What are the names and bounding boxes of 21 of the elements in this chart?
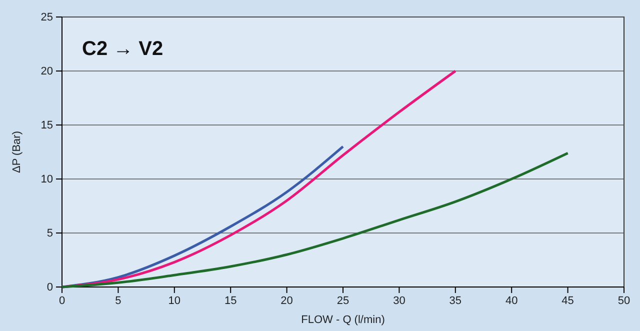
y-tick-label: 25: [40, 12, 53, 24]
y-tick-label: 10: [40, 174, 53, 186]
x-tick-label: 0: [58, 294, 66, 307]
x-tick-label: 10: [168, 294, 181, 307]
line-series: [60, 152, 570, 288]
x-tick-label: 45: [562, 294, 574, 307]
x-tick-label: 15: [224, 294, 237, 307]
y-tick-label: 20: [40, 66, 53, 78]
annotation: C2 → V2: [82, 38, 164, 60]
x-tick-label: 50: [618, 294, 630, 307]
y-tick-label: 5: [46, 228, 53, 240]
y-tick-label: 15: [40, 120, 53, 132]
x-tick-label: 35: [449, 294, 462, 307]
x-tick-label: 25: [336, 294, 350, 307]
x-tick-label: 30: [393, 294, 406, 307]
y-axis-title: ΔP (Bar): [11, 131, 23, 173]
x-axis-title: FLOW - Q (l/min): [301, 314, 385, 326]
x-tick-label: 20: [280, 294, 293, 307]
x-tick-label: 40: [505, 294, 518, 307]
y-tick-label: 0: [46, 282, 53, 294]
x-tick-label: 5: [115, 294, 122, 307]
